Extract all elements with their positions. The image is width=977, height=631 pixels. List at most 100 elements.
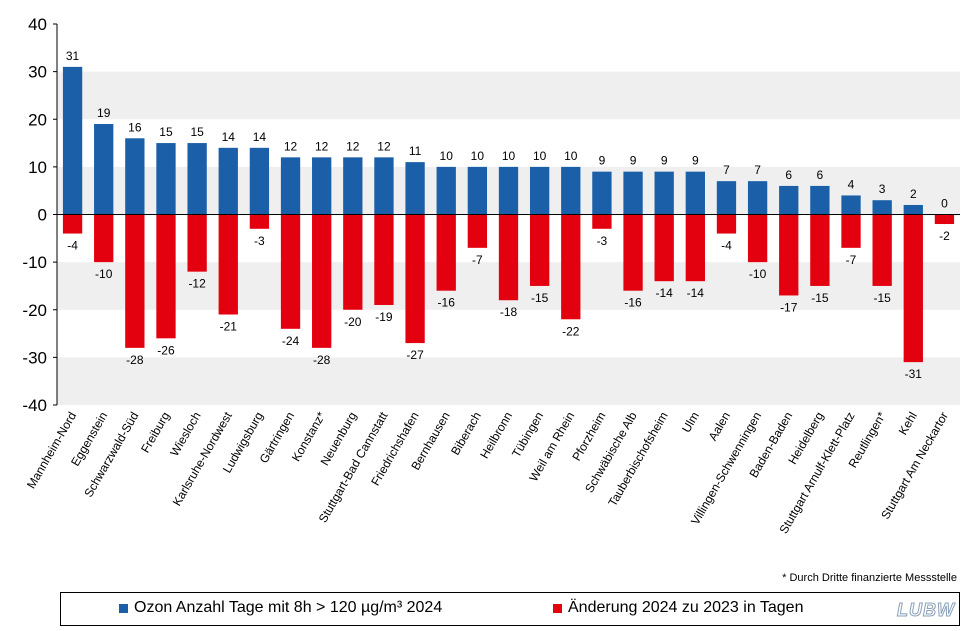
data-label-change: -10 (95, 267, 113, 281)
bar-ozone (467, 166, 488, 215)
data-label-change: -15 (531, 291, 549, 305)
data-label-ozone: 6 (817, 168, 824, 182)
data-label-change: -18 (500, 305, 518, 319)
data-label-ozone: 12 (346, 139, 360, 153)
data-label-change: -3 (597, 234, 608, 248)
bar-change (529, 214, 550, 286)
data-label-ozone: 10 (533, 149, 547, 163)
bar-change (779, 214, 799, 296)
bar-change (62, 214, 83, 234)
data-label-change: -7 (472, 253, 483, 267)
data-label-ozone: 9 (692, 154, 699, 168)
legend-label-change: Änderung 2024 zu 2023 in Tagen (568, 599, 804, 616)
data-label-ozone: 9 (661, 154, 668, 168)
bar-change (280, 214, 301, 329)
data-label-ozone: 0 (941, 197, 948, 211)
data-label-ozone: 19 (97, 106, 111, 120)
bar-change (218, 214, 238, 315)
bar-ozone (374, 157, 394, 215)
data-label-ozone: 2 (910, 187, 917, 201)
grid-band (57, 357, 960, 405)
grid-band (57, 71, 960, 120)
bar-change (810, 214, 830, 286)
x-category-label: Tauberbischofsheim (605, 410, 670, 509)
bar-ozone (561, 166, 581, 215)
y-tick-label: -20 (22, 301, 47, 320)
y-tick-label: -40 (22, 396, 47, 415)
bar-change (685, 214, 705, 282)
data-label-ozone: 12 (284, 139, 298, 153)
bar-ozone (94, 124, 114, 215)
bar-ozone (312, 157, 332, 215)
bar-change (249, 214, 270, 229)
bar-change (903, 214, 923, 363)
bar-change (125, 214, 145, 348)
bar-change (841, 214, 861, 248)
data-label-change: -20 (344, 315, 362, 329)
data-label-change: -15 (873, 291, 891, 305)
data-label-change: -14 (656, 286, 674, 300)
data-label-change: -28 (126, 353, 144, 367)
bar-ozone (498, 166, 519, 215)
data-label-ozone: 10 (440, 149, 454, 163)
data-label-change: -26 (157, 343, 175, 357)
bar-change (716, 214, 737, 234)
data-label-ozone: 12 (377, 139, 391, 153)
data-label-ozone: 14 (253, 130, 267, 144)
bar-ozone (903, 204, 923, 215)
data-label-ozone: 14 (222, 130, 236, 144)
x-category-label: Ulm (679, 409, 702, 434)
x-category-label: Aalen (706, 410, 733, 444)
data-label-ozone: 9 (630, 154, 637, 168)
data-label-change: -7 (846, 253, 857, 267)
bar-ozone (125, 138, 145, 215)
bar-ozone (436, 166, 456, 215)
legend: Ozon Anzahl Tage mit 8h > 120 µg/m³ 2024… (60, 592, 960, 626)
data-label-change: -2 (939, 229, 950, 243)
data-label-change: -14 (687, 286, 705, 300)
data-label-ozone: 31 (66, 49, 80, 63)
bar-ozone (623, 171, 643, 215)
data-label-change: -4 (67, 239, 78, 253)
bar-ozone (841, 195, 861, 215)
data-label-ozone: 10 (564, 149, 578, 163)
bar-ozone (343, 157, 363, 215)
data-label-change: -19 (375, 310, 393, 324)
data-label-change: -3 (254, 234, 265, 248)
lubw-logo: LUBW (897, 600, 955, 621)
bar-ozone (529, 166, 550, 215)
legend-item-change: Änderung 2024 zu 2023 in Tagen (553, 599, 803, 617)
data-label-change: -21 (220, 320, 238, 334)
bar-change (623, 214, 643, 291)
data-label-change: -24 (282, 334, 300, 348)
bar-ozone (62, 66, 83, 215)
x-category-label: Stuttgart Am Neckartor (878, 410, 951, 522)
data-label-ozone: 15 (190, 125, 204, 139)
data-label-change: -31 (905, 367, 923, 381)
bar-ozone (747, 181, 768, 215)
bar-change (872, 214, 892, 286)
data-label-ozone: 15 (159, 125, 173, 139)
bar-change (374, 214, 394, 305)
bar-ozone (218, 147, 238, 215)
data-label-ozone: 16 (128, 120, 142, 134)
bar-ozone (592, 171, 612, 215)
data-label-ozone: 9 (599, 154, 606, 168)
bar-ozone (156, 143, 176, 215)
y-tick-label: 0 (38, 206, 47, 225)
bar-chart: 403020100-10-20-30-4031-4Mannheim-Nord19… (22, 15, 960, 536)
bar-change (156, 214, 176, 339)
x-category-label: Kehl (896, 410, 920, 438)
data-label-change: -4 (721, 239, 732, 253)
data-label-ozone: 7 (723, 163, 730, 177)
bar-change (592, 214, 612, 229)
data-label-change: -16 (438, 296, 456, 310)
bar-change (467, 214, 488, 248)
bar-ozone (810, 185, 830, 215)
data-label-change: -28 (313, 353, 331, 367)
bar-change (94, 214, 114, 263)
data-label-ozone: 10 (502, 149, 516, 163)
bar-change (747, 214, 768, 263)
bar-ozone (187, 143, 207, 215)
bar-change (498, 214, 519, 301)
